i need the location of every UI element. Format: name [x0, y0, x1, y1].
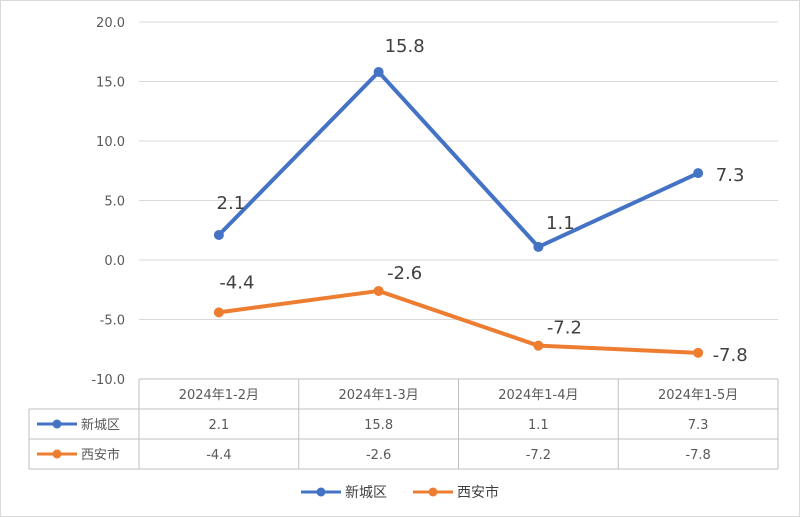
data-point [213, 230, 224, 241]
data-point [693, 168, 704, 179]
y-tick-label: -5.0 [100, 314, 125, 329]
table-cell-value: -7.2 [526, 448, 551, 463]
data-label: 1.1 [546, 213, 575, 234]
table-cell-value: 1.1 [528, 418, 549, 433]
data-point [533, 340, 544, 351]
data-label: -7.2 [547, 318, 582, 339]
data-label: -7.8 [713, 345, 748, 366]
legend: 新城区 西安市 [301, 484, 499, 501]
x-category-label: 2024年1-2月 [179, 388, 259, 403]
y-tick-label: 5.0 [104, 195, 125, 210]
table-series-name: 西安市 [81, 447, 120, 463]
table-cell-value: -2.6 [366, 448, 391, 463]
table-cell-value: -7.8 [685, 448, 710, 463]
table-legend-key-marker [52, 419, 62, 429]
data-point [213, 307, 224, 318]
series-line [216, 69, 701, 249]
y-tick-label: -10.0 [91, 373, 125, 388]
table-cell-value: 2.1 [209, 418, 230, 433]
data-label: -4.4 [219, 272, 254, 293]
legend-key-marker [428, 487, 438, 497]
table-cell-value: 7.3 [688, 418, 709, 433]
x-category-label: 2024年1-4月 [498, 388, 578, 403]
y-tick-label: 0.0 [104, 254, 125, 269]
table-series-name: 新城区 [81, 417, 120, 433]
legend-entry-label: 西安市 [457, 484, 499, 501]
table-cell-value: 15.8 [364, 418, 393, 433]
series-line [216, 288, 701, 355]
table-cell-value: -4.4 [206, 448, 231, 463]
data-point [373, 66, 384, 77]
data-labels: 2.1 15.8 1.1 7.3 -4.4 -2.6 -7.2 -7.8 [217, 36, 748, 366]
series-lines [213, 66, 704, 358]
x-category-label: 2024年1-3月 [338, 388, 418, 403]
legend-key-marker [316, 487, 326, 497]
y-tick-label: 10.0 [96, 135, 125, 150]
y-tick-label: 20.0 [96, 16, 125, 31]
y-tick-label: 15.0 [96, 76, 125, 91]
legend-entry-label: 新城区 [345, 485, 387, 501]
data-label: 7.3 [716, 165, 745, 186]
data-label: -2.6 [387, 263, 422, 284]
table-legend-key-marker [52, 449, 62, 459]
data-point [373, 285, 384, 296]
y-axis-ticks: 20.0 15.0 10.0 5.0 0.0 -5.0 -10.0 [91, 16, 125, 388]
data-point [693, 347, 704, 358]
data-label: 2.1 [217, 193, 246, 214]
data-label: 15.8 [385, 36, 425, 57]
x-category-label: 2024年1-5月 [658, 388, 738, 403]
data-point [533, 241, 544, 252]
